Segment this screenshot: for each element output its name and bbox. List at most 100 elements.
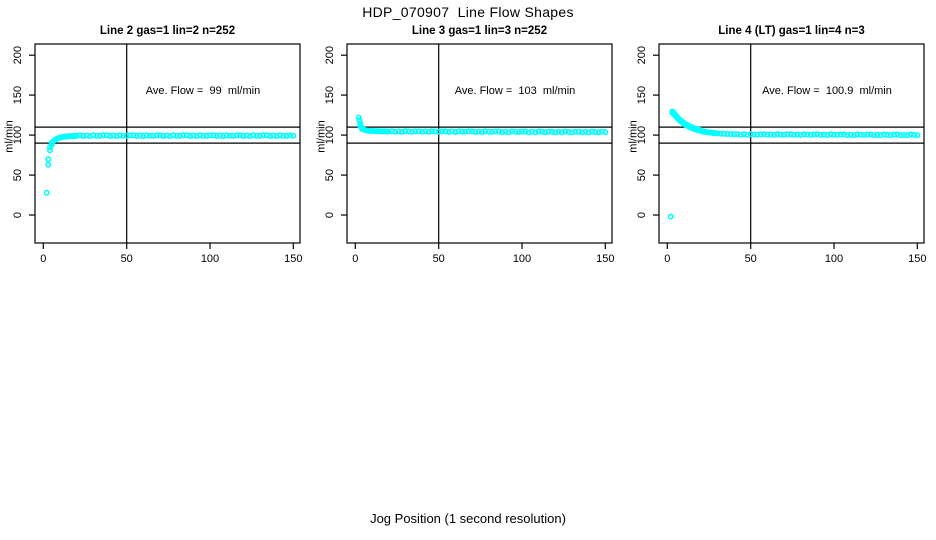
y-tick-label: 100 [324, 126, 336, 144]
data-point [432, 128, 439, 135]
data-point [874, 131, 881, 138]
data-point [817, 132, 824, 139]
data-point [207, 132, 214, 139]
data-point [280, 132, 287, 139]
data-point [598, 128, 605, 135]
data-point [240, 133, 247, 140]
data-point [741, 131, 748, 138]
data-point [880, 131, 887, 138]
data-point [482, 128, 489, 135]
data-point [419, 128, 426, 135]
x-tick-label: 0 [40, 253, 46, 265]
data-point [734, 131, 741, 138]
data-point [857, 131, 864, 138]
y-tick-label: 0 [324, 212, 336, 218]
data-point [160, 133, 167, 140]
data-point [462, 128, 469, 135]
data-point [489, 128, 496, 135]
data-point [399, 128, 406, 135]
data-point [549, 128, 556, 135]
data-point [405, 128, 412, 135]
data-point [429, 128, 436, 135]
data-point [263, 132, 270, 139]
data-point [127, 132, 134, 139]
data-point [771, 131, 778, 138]
x-tick-label: 0 [664, 253, 670, 265]
data-point [213, 133, 220, 140]
data-point [794, 131, 801, 138]
y-tick-label: 50 [324, 169, 336, 181]
data-point [585, 129, 592, 136]
chart-title: HDP_070907 Line Flow Shapes [362, 4, 574, 20]
data-point [804, 131, 811, 138]
panel-title: Line 4 (LT) gas=1 lin=4 n=3 [718, 25, 865, 37]
data-point [137, 132, 144, 139]
data-point [73, 132, 80, 139]
data-point [747, 131, 754, 138]
data-point [243, 132, 250, 139]
data-point [163, 132, 170, 139]
data-point [525, 129, 532, 136]
data-point [273, 133, 280, 140]
data-point [77, 132, 84, 139]
data-point [290, 132, 297, 139]
data-point [230, 132, 237, 139]
data-point [505, 129, 512, 136]
data-point [821, 131, 828, 138]
data-point [602, 129, 609, 136]
data-point [532, 129, 539, 136]
data-point [392, 128, 399, 135]
y-tick-label: 200 [324, 46, 336, 64]
data-point [751, 131, 758, 138]
data-point [442, 128, 449, 135]
data-point [180, 132, 187, 139]
data-point [894, 131, 901, 138]
data-point [170, 132, 177, 139]
data-point [217, 132, 224, 139]
x-tick-label: 150 [596, 253, 614, 265]
data-point [445, 128, 452, 135]
plot-area: 0 50 100 150 0 50 100 150 200 [324, 43, 614, 265]
panel-line-4: Line 4 (LT) gas=1 lin=4 n=3 ml/min 0 50 10… [624, 0, 936, 280]
x-tick-label: 50 [745, 253, 757, 265]
data-point [45, 156, 52, 163]
y-tick-label: 200 [12, 46, 24, 64]
data-point [167, 133, 174, 140]
data-point [250, 132, 257, 139]
data-point [499, 129, 506, 136]
data-point [157, 132, 164, 139]
data-point [784, 131, 791, 138]
data-point [791, 131, 798, 138]
data-point [203, 132, 210, 139]
data-point [465, 128, 472, 135]
x-axis-label: Jog Position (1 second resolution) [370, 511, 566, 526]
data-point [455, 128, 462, 135]
data-point [811, 131, 818, 138]
data-point [588, 128, 595, 135]
ave-flow-annotation: Ave. Flow = 99 ml/min [145, 85, 261, 97]
data-point [286, 132, 293, 139]
data-point [867, 131, 874, 138]
plot-area: 0 50 100 150 0 50 100 150 200 [636, 43, 926, 265]
data-point [123, 132, 130, 139]
panel-line-2: Line 2 gas=1 lin=2 n=252 ml/min 0 50 100 15… [0, 0, 312, 280]
data-point [256, 132, 263, 139]
data-point [565, 128, 572, 135]
x-tick-label: 100 [825, 253, 843, 265]
data-point [415, 128, 422, 135]
data-point [871, 132, 878, 139]
data-point [727, 131, 734, 138]
data-point [717, 130, 724, 137]
data-point [187, 133, 194, 140]
data-point [535, 128, 542, 135]
data-point [150, 132, 157, 139]
data-point [841, 131, 848, 138]
data-point [900, 131, 907, 138]
y-tick-label: 0 [12, 212, 24, 218]
data-point [227, 132, 234, 139]
data-point [539, 128, 546, 135]
data-point [97, 132, 104, 139]
data-point [93, 132, 100, 139]
data-point [110, 132, 117, 139]
